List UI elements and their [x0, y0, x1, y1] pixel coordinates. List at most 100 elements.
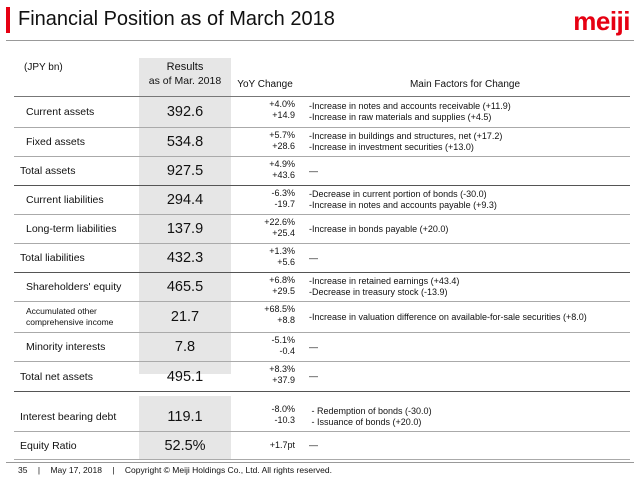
factor-line: -Increase in raw materials and supplies … [309, 112, 492, 122]
row-value: 137.9 [166, 221, 204, 237]
table-row: Equity Ratio 52.5% +1.7pt — [14, 432, 630, 460]
row-factors: -Increase in retained earnings (+43.4) -D… [309, 273, 459, 301]
row-value: 927.5 [166, 163, 204, 179]
factor-line: -Increase in investment securities (+13.… [309, 142, 474, 152]
factor-line: — [309, 252, 318, 263]
row-yoy: +68.5% +8.8 [231, 304, 295, 326]
table-row: Total liabilities 432.3 +1.3% +5.6 — [14, 244, 630, 273]
yoy-amount: +8.8 [277, 315, 295, 325]
unit-label: (JPY bn) [24, 62, 63, 73]
table-row: Accumulated other comprehensive income 21… [14, 302, 630, 333]
row-factors: — [309, 432, 318, 459]
table-top-rule [14, 96, 630, 97]
row-value: 52.5% [164, 437, 206, 454]
row-value: 119.1 [167, 408, 203, 425]
row-yoy: +4.0% +14.9 [231, 99, 295, 121]
row-label: Minority interests [26, 341, 106, 353]
row-label: Equity Ratio [20, 439, 77, 452]
factor-line: — [309, 165, 318, 176]
table-row: Shareholders' equity 465.5 +6.8% +29.5 -Incr… [14, 273, 630, 302]
row-yoy: -5.1% -0.4 [231, 335, 295, 357]
row-value: 21.7 [170, 309, 200, 325]
yoy-percent: +68.5% [264, 304, 295, 314]
table-row: Minority interests 7.8 -5.1% -0.4 — [14, 333, 630, 362]
row-label: Total net assets [20, 370, 93, 383]
footer-copyright: Copyright © Meiji Holdings Co., Ltd. All… [124, 465, 332, 475]
factors-column-header: Main Factors for Change [409, 79, 521, 90]
meiji-logo: meiji [573, 6, 630, 36]
yoy-amount: +29.5 [272, 286, 295, 296]
row-label: Long-term liabilities [26, 223, 117, 235]
footer-separator: | [37, 465, 41, 475]
factor-line: — [309, 371, 318, 381]
row-label: Total liabilities [20, 252, 85, 264]
table-row: Interest bearing debt 119.1 -8.0% -10.3 - R… [14, 402, 630, 432]
row-label: Total assets [20, 165, 76, 177]
row-yoy: +4.9% +43.6 [231, 159, 295, 181]
row-label: Interest bearing debt [20, 410, 117, 423]
row-value: 465.5 [166, 279, 204, 295]
footer-divider [6, 462, 634, 463]
row-value: 7.8 [174, 339, 196, 355]
table-row: Fixed assets 534.8 +5.7% +28.6 -Increase in … [14, 128, 630, 157]
results-column-header: Results as of Mar. 2018 [139, 60, 231, 88]
factor-line: - Issuance of bonds (+20.0) [309, 416, 422, 427]
row-factors: -Increase in notes and accounts receivab… [309, 97, 511, 127]
yoy-percent: +5.7% [269, 130, 295, 140]
factor-line: -Increase in notes and accounts payable … [309, 200, 497, 210]
factor-line: -Increase in buildings and structures, n… [309, 131, 503, 141]
row-factors: -Decrease in current portion of bonds (-… [309, 186, 497, 214]
table-row: Total assets 927.5 +4.9% +43.6 — [14, 157, 630, 186]
yoy-amount: -10.3 [274, 415, 295, 425]
row-value: 392.6 [166, 104, 204, 120]
row-value: 534.8 [166, 134, 204, 150]
factor-line: -Increase in valuation difference on ava… [309, 311, 587, 322]
yoy-amount: +25.4 [272, 228, 295, 238]
yoy-percent: -5.1% [271, 335, 295, 345]
row-factors: -Increase in bonds payable (+20.0) [309, 215, 448, 243]
row-yoy: +1.3% +5.6 [231, 246, 295, 268]
results-column-gap [139, 374, 231, 396]
table-row: Current assets 392.6 +4.0% +14.9 -Increase i… [14, 97, 630, 128]
row-yoy: +6.8% +29.5 [231, 275, 295, 297]
table-row: Long-term liabilities 137.9 +22.6% +25.4 -In… [14, 215, 630, 244]
yoy-percent: +6.8% [269, 275, 295, 285]
row-label: Fixed assets [26, 136, 85, 148]
footer-separator: | [112, 465, 115, 475]
row-factors: — [309, 362, 318, 391]
row-label: Shareholders' equity [26, 281, 122, 293]
factor-line: -Increase in bonds payable (+20.0) [309, 223, 449, 234]
row-yoy: +1.7pt [231, 432, 295, 459]
row-factors: -Increase in valuation difference on ava… [309, 302, 587, 332]
results-header-label: Results [166, 61, 204, 73]
factor-line: -Decrease in treasury stock (-13.9) [309, 287, 448, 297]
row-value: 432.3 [166, 250, 204, 266]
yoy-amount: +43.6 [272, 170, 295, 180]
yoy-percent: -6.3% [271, 188, 295, 198]
row-yoy: +5.7% +28.6 [231, 130, 295, 152]
row-factors: — [309, 244, 318, 272]
yoy-percent: +1.3% [269, 246, 295, 256]
yoy-amount: -19.7 [274, 199, 295, 209]
footer: 35 | May 17, 2018 | Copyright © Meiji Ho… [18, 465, 340, 475]
row-yoy: +8.3% +37.9 [231, 364, 295, 386]
row-yoy: +22.6% +25.4 [231, 217, 295, 239]
row-factors: -Increase in buildings and structures, n… [309, 128, 502, 156]
row-label: Current assets [26, 106, 95, 118]
footer-date: May 17, 2018 [50, 465, 102, 475]
row-yoy: -6.3% -19.7 [231, 188, 295, 210]
page-number: 35 [18, 465, 28, 475]
factor-line: — [309, 440, 318, 450]
factor-line: — [309, 341, 318, 352]
yoy-column-header: YoY Change [237, 79, 293, 90]
yoy-percent: +8.3% [269, 364, 295, 374]
yoy-amount: -0.4 [279, 346, 295, 356]
yoy-percent: +22.6% [264, 217, 295, 227]
yoy-percent: +4.9% [269, 159, 295, 169]
title-accent-bar [6, 7, 10, 33]
yoy-amount: +37.9 [272, 375, 295, 385]
yoy-percent: -8.0% [271, 404, 295, 414]
yoy-amount: +14.9 [272, 110, 295, 120]
row-value: 495.1 [166, 368, 204, 385]
yoy-amount: +5.6 [277, 257, 295, 267]
